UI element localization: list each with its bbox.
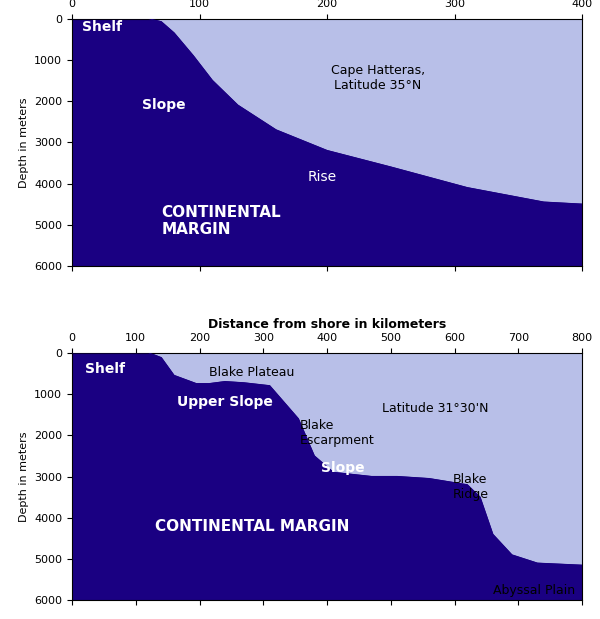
- Text: Blake
Ridge: Blake Ridge: [453, 473, 489, 501]
- Polygon shape: [72, 353, 582, 600]
- Text: Rise: Rise: [308, 170, 337, 184]
- Text: Blake
Escarpment: Blake Escarpment: [300, 419, 375, 448]
- Text: Latitude 31°30'N: Latitude 31°30'N: [382, 402, 488, 415]
- Text: Slope: Slope: [320, 461, 364, 475]
- Text: Shelf: Shelf: [85, 362, 125, 376]
- Text: Blake Plateau: Blake Plateau: [209, 366, 295, 379]
- Text: Slope: Slope: [142, 98, 186, 112]
- Text: CONTINENTAL
MARGIN: CONTINENTAL MARGIN: [161, 204, 281, 237]
- Text: Abyssal Plain: Abyssal Plain: [493, 584, 575, 597]
- Text: Shelf: Shelf: [82, 20, 122, 34]
- Text: Cape Hatteras,
Latitude 35°N: Cape Hatteras, Latitude 35°N: [331, 64, 425, 92]
- X-axis label: Distance from shore in kilometers: Distance from shore in kilometers: [208, 318, 446, 331]
- Y-axis label: Depth in meters: Depth in meters: [19, 97, 29, 188]
- Y-axis label: Depth in meters: Depth in meters: [19, 431, 29, 522]
- Text: Upper Slope: Upper Slope: [177, 396, 273, 409]
- Text: CONTINENTAL MARGIN: CONTINENTAL MARGIN: [155, 519, 349, 534]
- Polygon shape: [72, 19, 582, 266]
